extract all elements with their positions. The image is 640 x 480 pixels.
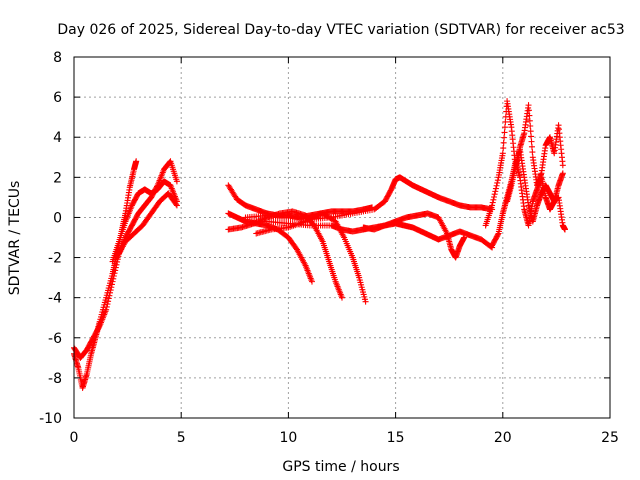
x-tick-label: 0	[70, 430, 79, 446]
data-point-interp	[502, 118, 509, 125]
data-point-interp	[111, 270, 118, 277]
data-point-interp	[108, 284, 115, 291]
data-points	[71, 98, 568, 391]
data-point	[489, 202, 496, 209]
data-point	[173, 202, 180, 209]
data-point-interp	[105, 295, 112, 302]
data-point-interp	[491, 193, 498, 200]
data-point-interp	[500, 139, 507, 146]
x-axis-title: GPS time / hours	[282, 459, 399, 475]
data-point	[561, 226, 568, 233]
data-point-interp	[529, 149, 536, 156]
y-tick-label: -10	[39, 411, 62, 427]
data-point	[499, 150, 506, 157]
series-track-14	[504, 146, 568, 233]
data-point-interp	[105, 298, 112, 305]
data-point-interp	[166, 159, 173, 166]
data-point-interp	[501, 134, 508, 141]
data-point-interp	[104, 301, 111, 308]
data-point-interp	[110, 275, 117, 282]
data-point-interp	[112, 264, 119, 271]
data-point-interp	[528, 133, 535, 140]
data-point-interp	[96, 323, 103, 330]
y-tick-label: 8	[53, 50, 62, 66]
data-point	[525, 102, 532, 109]
series-track-11	[360, 210, 468, 261]
data-point-interp	[110, 273, 117, 280]
data-point	[339, 294, 345, 301]
data-point-interp	[113, 261, 120, 268]
data-point	[103, 306, 110, 313]
data-point-interp	[492, 185, 499, 192]
data-point-interp	[107, 289, 114, 296]
data-point-interp	[527, 128, 534, 135]
data-point-interp	[501, 124, 508, 131]
data-point-interp	[490, 196, 497, 203]
x-tick-label: 25	[601, 430, 619, 446]
y-tick-label: -8	[48, 371, 62, 387]
data-point-interp	[173, 201, 180, 208]
data-point-interp	[494, 231, 501, 238]
data-point-interp	[252, 219, 259, 226]
y-tick-label: -2	[48, 251, 62, 267]
data-point-interp	[108, 281, 115, 288]
series-track-4	[113, 190, 180, 261]
y-tick-label: 6	[53, 90, 62, 106]
x-tick-labels: 0 5 10 15 20 25	[70, 430, 619, 446]
y-tick-label: 2	[53, 170, 62, 186]
data-point-interp	[526, 117, 533, 124]
x-tick-label: 5	[177, 430, 186, 446]
axis-ticks	[73, 56, 611, 419]
data-point-interp	[501, 129, 508, 136]
data-point-interp	[106, 292, 113, 299]
data-point-interp	[491, 191, 498, 198]
data-point-interp	[528, 143, 535, 150]
x-tick-label: 20	[494, 430, 512, 446]
data-point	[559, 162, 566, 169]
y-tick-labels: -10 -8 -6 -4 -2 0 2 4 6 8	[39, 50, 62, 427]
y-tick-label: 0	[53, 210, 62, 226]
data-point	[173, 178, 180, 185]
x-tick-label: 15	[387, 430, 405, 446]
data-point	[559, 170, 566, 177]
data-point-interp	[526, 112, 533, 119]
data-point-interp	[494, 177, 501, 184]
x-tick-label: 10	[279, 430, 297, 446]
y-tick-label: -4	[48, 291, 62, 307]
data-point-interp	[527, 122, 534, 129]
data-point	[362, 298, 369, 305]
data-point-interp	[493, 182, 500, 189]
data-point-interp	[489, 199, 496, 206]
data-point	[109, 278, 116, 285]
plot-frame	[73, 56, 611, 419]
data-point-interp	[525, 107, 532, 114]
y-tick-label: -6	[48, 331, 62, 347]
data-point-interp	[492, 188, 499, 195]
data-point-interp	[528, 138, 535, 145]
chart-title: Day 026 of 2025, Sidereal Day-to-day VTE…	[57, 22, 624, 38]
data-point-interp	[103, 303, 110, 310]
data-point-interp	[500, 145, 507, 152]
data-point	[461, 234, 468, 241]
y-tick-label: 4	[53, 130, 62, 146]
series-track-3	[109, 178, 180, 265]
data-point-interp	[107, 287, 114, 294]
data-point	[133, 158, 140, 165]
data-point-interp	[494, 179, 501, 186]
data-point-interp	[112, 267, 119, 274]
y-axis-title: SDTVAR / TECUs	[7, 181, 23, 296]
data-point	[308, 278, 315, 285]
series-track-10	[242, 174, 496, 223]
